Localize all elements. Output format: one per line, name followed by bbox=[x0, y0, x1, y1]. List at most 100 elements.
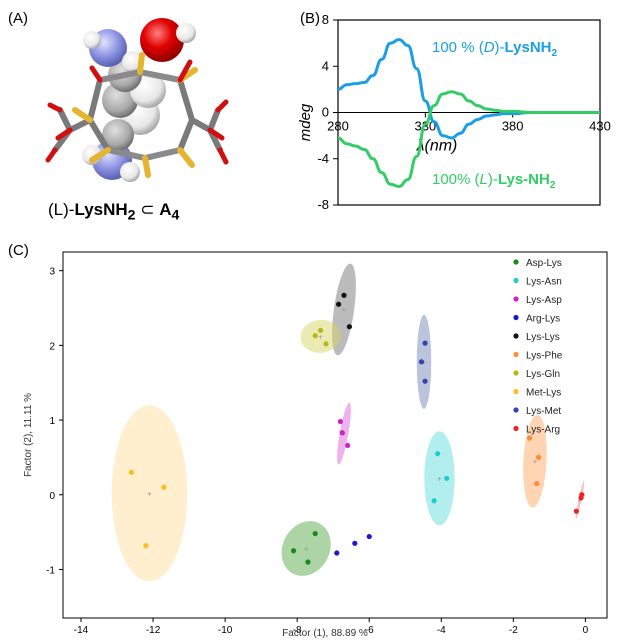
pca-centroid-asp-lys: + bbox=[304, 545, 309, 554]
pca-centroid-lys-phe: + bbox=[533, 457, 538, 466]
pca-legend-label-lys-phe: Lys-Phe bbox=[526, 351, 563, 362]
cd-x-axis-label: λ(nm) bbox=[416, 138, 458, 155]
pca-ytick-label: 1 bbox=[49, 416, 55, 427]
pca-ellipses: +++++++++ bbox=[111, 263, 585, 582]
pca-point-met-lys bbox=[161, 484, 167, 490]
caption-host: A bbox=[159, 200, 172, 219]
pca-legend-marker-lys-met bbox=[513, 407, 519, 413]
pca-point-met-lys bbox=[128, 469, 135, 475]
pca-centroid-lys-lys: + bbox=[342, 306, 347, 315]
pca-ytick-label: 2 bbox=[49, 341, 55, 352]
cd-xtick-label: 380 bbox=[502, 119, 524, 134]
pca-point-lys-asn bbox=[435, 451, 441, 457]
pca-point-asp-lys bbox=[305, 559, 311, 565]
panel-label-a: (A) bbox=[8, 10, 28, 27]
pca-legend-label-lys-asp: Lys-Asp bbox=[526, 295, 562, 306]
pca-point-lys-asp bbox=[339, 430, 345, 436]
pca-xtick-label: -12 bbox=[146, 625, 161, 636]
cd-spectrum-chart: 280 330 380 430 8 4 0 -4 -8 mdeg λ(nm) 100 % (D)-L… bbox=[297, 12, 611, 212]
pca-centroid-lys-arg: + bbox=[578, 496, 583, 505]
pca-point-lys-asp bbox=[337, 418, 344, 425]
pca-point-lys-phe bbox=[535, 454, 542, 461]
pca-legend-marker-asp-lys bbox=[513, 259, 519, 265]
pca-ytick-label: -1 bbox=[46, 565, 55, 576]
pca-xtick-label: -8 bbox=[293, 625, 302, 636]
pca-plot-frame bbox=[62, 251, 608, 619]
cd-ytick-label: -4 bbox=[317, 151, 329, 166]
pca-legend-label-lys-met: Lys-Met bbox=[526, 406, 561, 417]
pca-legend-marker-lys-asp bbox=[513, 296, 519, 302]
pca-xtick-label: -6 bbox=[365, 625, 374, 636]
pca-xtick-label: -2 bbox=[509, 625, 518, 636]
cd-ytick-label: 4 bbox=[322, 58, 329, 73]
pca-legend-marker-lys-lys bbox=[513, 333, 519, 339]
pca-point-lys-gln bbox=[323, 341, 329, 347]
pca-point-arg-lys bbox=[334, 550, 340, 556]
caption-symbol: ⊂ bbox=[140, 200, 155, 219]
pca-xtick-label: 0 bbox=[583, 625, 589, 636]
pca-legend-label-asp-lys: Asp-Lys bbox=[526, 258, 562, 269]
cd-series-lines bbox=[337, 38, 600, 189]
pca-points bbox=[128, 292, 585, 565]
pca-legend-marker-lys-arg bbox=[513, 425, 519, 432]
pca-ellipse-asp-lys bbox=[281, 521, 331, 576]
molecule-caption: (L)-LysNH2 ⊂ A4 bbox=[48, 200, 179, 223]
pca-legend-label-lys-arg: Lys-Arg bbox=[526, 425, 560, 436]
cd-xtick-label: 430 bbox=[589, 119, 611, 134]
caption-guest-name: LysNH bbox=[74, 200, 128, 219]
caption-host-sub: 4 bbox=[171, 207, 180, 224]
pca-legend-marker-lys-phe bbox=[513, 351, 519, 358]
pca-point-lys-met bbox=[422, 378, 428, 384]
pca-xtick-label: -10 bbox=[218, 625, 233, 636]
molecule-host bbox=[45, 52, 229, 178]
pca-point-lys-phe bbox=[526, 435, 533, 441]
pca-ellipse-lys-gln bbox=[300, 319, 341, 353]
panel-label-c: (C) bbox=[8, 242, 29, 259]
pca-ytick-label: 3 bbox=[49, 267, 55, 278]
pca-x-axis-label: Factor (1), 88.89 % bbox=[282, 628, 368, 639]
pca-legend-label-lys-asn: Lys-Asn bbox=[526, 277, 562, 288]
caption-guest-sub: 2 bbox=[127, 207, 136, 224]
pca-ytick-label: 0 bbox=[49, 491, 55, 502]
pca-legend: Asp-Lys Lys-Asn Lys-Asp Arg-Lys Lys-Lys Lys-P… bbox=[513, 258, 563, 436]
pca-centroid-lys-met: + bbox=[422, 358, 427, 367]
cd-ytick-label: -8 bbox=[317, 197, 329, 212]
pca-ellipse-met-lys bbox=[111, 405, 188, 582]
pca-point-lys-arg bbox=[578, 495, 584, 501]
pca-legend-label-met-lys: Met-Lys bbox=[526, 388, 561, 399]
cd-series-line-l-lysnh2 bbox=[337, 90, 600, 189]
pca-point-arg-lys bbox=[366, 533, 372, 540]
cd-ytick-label: 8 bbox=[322, 12, 329, 27]
caption-prefix: (L)- bbox=[48, 200, 75, 219]
pca-xtick-label: -4 bbox=[437, 625, 446, 636]
cd-series-label-0: 100 % (D)-LysNH2 bbox=[432, 39, 558, 59]
pca-point-lys-arg bbox=[573, 508, 579, 514]
cd-ytick-label: 0 bbox=[322, 105, 329, 120]
pca-legend-marker-arg-lys bbox=[513, 314, 519, 321]
pca-point-lys-phe bbox=[534, 480, 540, 487]
cd-series-label-1: 100% (L)-Lys-NH2 bbox=[432, 171, 556, 191]
cd-axes: 280 330 380 430 8 4 0 -4 -8 mdeg λ(nm) bbox=[297, 12, 611, 212]
pca-point-lys-lys bbox=[336, 301, 342, 307]
pca-point-lys-lys bbox=[346, 324, 353, 330]
pca-legend-marker-lys-asn bbox=[513, 277, 519, 284]
pca-legend-marker-met-lys bbox=[513, 388, 519, 395]
cd-y-axis-label: mdeg bbox=[297, 103, 314, 141]
pca-legend-label-lys-lys: Lys-Lys bbox=[526, 332, 560, 343]
panel-label-b: (B) bbox=[300, 10, 320, 27]
cd-xtick-label: 330 bbox=[414, 119, 436, 134]
pca-axes: -14 -12 -10 -8 -6 -4 -2 0 3 2 1 0 -1 Factor (1), 88.8… bbox=[23, 251, 608, 639]
pca-y-axis-label: Factor (2), 11.11 % bbox=[23, 393, 34, 477]
cd-labels: 100 % (D)-LysNH2 100% (L)-Lys-NH2 bbox=[432, 39, 558, 191]
pca-point-lys-asp bbox=[345, 442, 351, 449]
pca-centroid-met-lys: + bbox=[147, 489, 152, 498]
pca-point-asp-lys bbox=[290, 548, 297, 554]
pca-point-arg-lys bbox=[352, 540, 358, 546]
pca-legend-label-lys-gln: Lys-Gln bbox=[526, 369, 560, 380]
pca-point-lys-met bbox=[422, 340, 428, 346]
pca-legend-label-arg-lys: Arg-Lys bbox=[526, 314, 560, 325]
pca-xtick-label: -14 bbox=[74, 625, 89, 636]
pca-point-lys-asn bbox=[431, 498, 437, 504]
pca-point-lys-gln bbox=[317, 327, 324, 334]
